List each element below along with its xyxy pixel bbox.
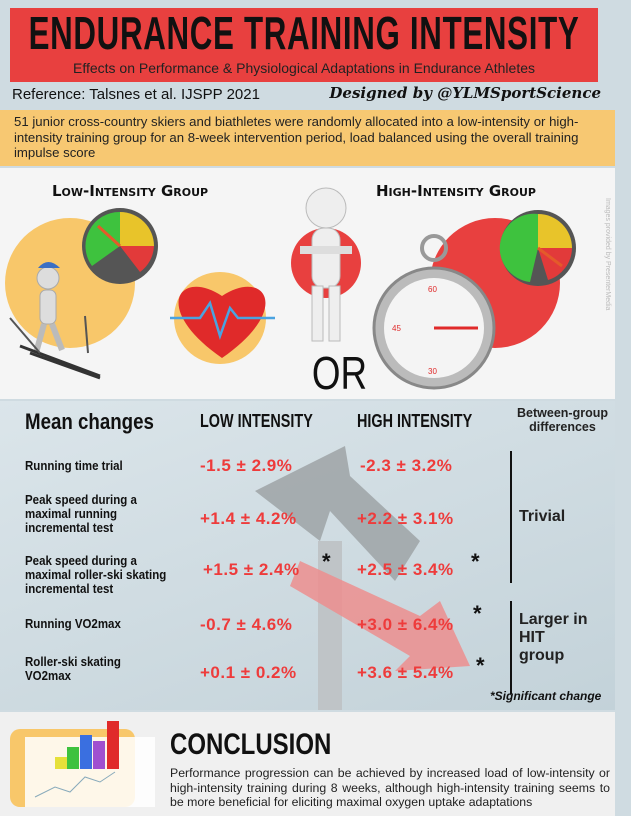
signpost-arrows (255, 446, 470, 710)
conclusion-section: CONCLUSION Performance progression can b… (0, 712, 615, 816)
svg-text:30: 30 (428, 367, 437, 376)
header-between-group: Between-group differences (517, 406, 608, 434)
row-label: Roller-ski skating VO2max (25, 655, 121, 683)
header-high-intensity: HIGH INTENSITY (357, 411, 473, 431)
footnote: *Significant change (490, 689, 602, 703)
low-value: -0.7 ± 4.6% (200, 615, 293, 634)
conclusion-text: Performance progression can be achieved … (170, 766, 610, 809)
low-value: +1.4 ± 4.2% (200, 509, 297, 528)
header-low-intensity: LOW INTENSITY (200, 411, 313, 431)
bracket-trivial (510, 451, 512, 583)
between-larger: Larger in HIT group (519, 611, 588, 664)
high-gauge-icon (499, 210, 576, 286)
header-banner: ENDURANCE TRAINING INTENSITY Effects on … (10, 8, 598, 82)
high-value: +2.5 ± 3.4% (357, 560, 454, 579)
image-credit: Images provided by PresenterMedia (604, 198, 611, 311)
svg-text:60: 60 (428, 285, 437, 294)
heart-icon (178, 286, 266, 358)
illustrations: 60 45 30 (5, 187, 576, 390)
reference: Reference: Talsnes et al. IJSPP 2021 (12, 86, 260, 103)
significance-star: * (471, 549, 480, 574)
significance-star: * (476, 653, 485, 678)
high-value: +3.6 ± 5.4% (357, 663, 454, 682)
groups-illustration: Low-Intensity Group High-Intensity Group… (0, 168, 615, 399)
row-label: Running VO2max (25, 617, 121, 631)
low-value: +0.1 ± 0.2% (200, 663, 297, 682)
low-value: -1.5 ± 2.9% (200, 456, 293, 475)
heartbeat-line (170, 300, 275, 340)
bar-chart-illustration-icon (10, 721, 155, 807)
thinking-figure-icon (300, 187, 352, 342)
low-intensity-group-label: Low-Intensity Group (52, 182, 209, 200)
row-label: Running time trial (25, 459, 123, 473)
skier-icon (9, 262, 101, 380)
high-value: +3.0 ± 6.4% (357, 615, 454, 634)
significance-star: * (322, 549, 331, 574)
designer-credit: Designed by @YLMSportScience (329, 84, 601, 102)
study-description: 51 junior cross-country skiers and biath… (0, 110, 615, 166)
or-label: OR (311, 347, 368, 399)
mean-changes-table: Mean changes LOW INTENSITY HIGH INTENSIT… (0, 401, 615, 710)
stopwatch-icon: 60 45 30 (372, 234, 496, 390)
high-value: -2.3 ± 3.2% (360, 456, 453, 475)
page-subtitle: Effects on Performance & Physiological A… (72, 60, 536, 76)
high-intensity-group-label: High-Intensity Group (376, 182, 536, 200)
high-value: +2.2 ± 3.1% (357, 509, 454, 528)
low-gauge-icon (82, 208, 158, 284)
low-value: +1.5 ± 2.4% (203, 560, 300, 579)
row-label: Peak speed during a maximal running incr… (25, 493, 137, 535)
conclusion-title: CONCLUSION (170, 728, 332, 761)
header-mean-changes: Mean changes (25, 409, 154, 434)
page-title: ENDURANCE TRAINING INTENSITY (28, 7, 580, 59)
bracket-larger (510, 601, 512, 694)
row-label: Peak speed during a maximal roller-ski s… (25, 554, 167, 596)
svg-text:45: 45 (392, 324, 401, 333)
between-trivial: Trivial (519, 508, 566, 525)
significance-star: * (473, 601, 482, 626)
